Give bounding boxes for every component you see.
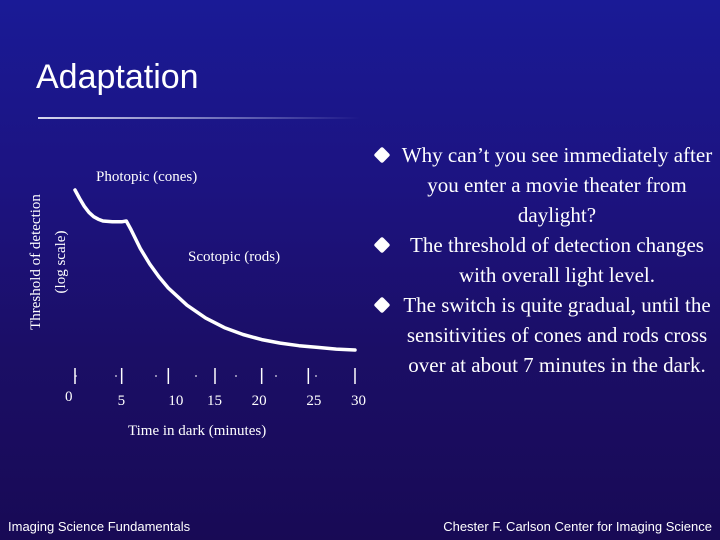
adaptation-curve xyxy=(73,188,357,352)
bullet-item: Why can’t you see immediately after you … xyxy=(373,140,714,230)
x-tick-label: 0 xyxy=(65,389,73,405)
x-tick-marks xyxy=(74,368,356,384)
x-tick-label: 20 xyxy=(252,393,267,409)
y-axis-label-line2: (log scale) xyxy=(53,231,69,294)
x-tick-label: 5 xyxy=(118,393,126,409)
bullet-text: The threshold of detection changes with … xyxy=(410,233,704,287)
bullet-text: Why can’t you see immediately after you … xyxy=(401,143,713,227)
diamond-bullet-icon xyxy=(373,146,391,164)
diamond-bullet-icon xyxy=(373,296,391,314)
footer-institution: Chester F. Carlson Center for Imaging Sc… xyxy=(443,519,712,534)
bullet-text: The switch is quite gradual, until the s… xyxy=(403,293,711,377)
scotopic-label: Scotopic (rods) xyxy=(188,249,280,265)
x-tick-label: 30 xyxy=(351,393,366,409)
bullet-item: The switch is quite gradual, until the s… xyxy=(373,290,714,380)
x-tick-label: 15 xyxy=(207,393,222,409)
x-tick-label: 10 xyxy=(168,393,183,409)
slide-title: Adaptation xyxy=(36,58,199,96)
x-axis-label: Time in dark (minutes) xyxy=(128,423,266,439)
photopic-label: Photopic (cones) xyxy=(96,169,197,185)
bullet-item: The threshold of detection changes with … xyxy=(373,230,714,290)
bullet-list: Why can’t you see immediately after you … xyxy=(373,140,714,380)
x-tick-label: 25 xyxy=(306,393,321,409)
title-underline xyxy=(38,117,360,119)
y-axis-label-line1: Threshold of detection xyxy=(28,194,44,330)
diamond-bullet-icon xyxy=(373,236,391,254)
x-tick-labels: 0 5 10 15 20 25 30 xyxy=(65,389,366,409)
footer-course-name: Imaging Science Fundamentals xyxy=(8,519,191,534)
